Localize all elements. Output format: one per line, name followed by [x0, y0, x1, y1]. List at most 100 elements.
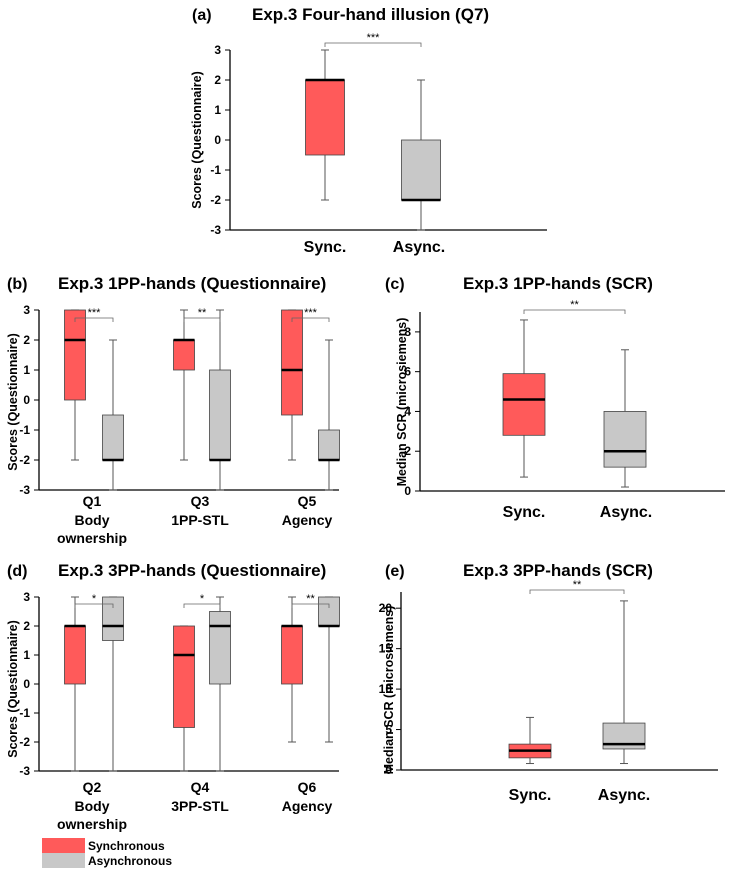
panel-c-box-synchronous-box: [502, 373, 546, 436]
panel-b-cat-q3: Q3: [191, 493, 210, 509]
panel-b-ytick-label: -2: [19, 453, 30, 467]
panel-d-cat-q2-sub2: ownership: [57, 816, 127, 832]
panel-d-ytick-label: -1: [19, 706, 30, 720]
panel-d-box-asynchronous-2-box: [318, 596, 340, 627]
panel-d-title: Exp.3 3PP-hands (Questionnaire): [58, 561, 326, 580]
panel-d-ytick-label: 2: [23, 619, 30, 633]
panel-d-box-synchronous-2-box: [281, 625, 303, 685]
panel-a-ytick-label: -1: [210, 163, 221, 177]
panel-b-ytick-label: 0: [23, 393, 30, 407]
panel-b-marks: *** ** ***: [64, 307, 340, 491]
legend-label-asynchronous: Asynchronous: [88, 854, 172, 868]
panel-d-cat-q6-sub1: Agency: [282, 798, 333, 814]
panel-b-box-asynchronous-1-box: [209, 369, 231, 461]
panel-b-ytick-label: 3: [23, 303, 30, 317]
panel-b-ytick-label: -3: [19, 483, 30, 497]
panel-b-cat-q3-sub1: 1PP-STL: [171, 512, 229, 528]
panel-e-sig-bracket: [529, 589, 625, 594]
panel-d-cat-q4: Q4: [191, 779, 210, 795]
legend-label-synchronous: Synchronous: [88, 839, 165, 853]
panel-d-sig-2-bracket: [291, 603, 330, 608]
panel-d-marks: * * **: [64, 593, 340, 772]
panel-d-cat-q2: Q2: [83, 779, 102, 795]
panel-a-sig-bracket: [324, 42, 422, 47]
panel-b-sig-1-bracket: [183, 317, 221, 322]
panel-e-title: Exp.3 3PP-hands (SCR): [463, 561, 653, 580]
panel-c-cat-async: Async.: [600, 504, 652, 521]
panel-a-marks: ***: [305, 32, 441, 231]
panel-c-sig-bracket: [523, 309, 626, 314]
panel-a-ytick-label: 2: [214, 73, 221, 87]
panel-b-box-synchronous-0-box: [64, 309, 86, 401]
legend-swatch-asynchronous: [42, 853, 85, 868]
panel-c-ylabel: Median SCR (microsiemens): [395, 318, 409, 487]
panel-b-cat-q1-sub1: Body: [75, 512, 110, 528]
panel-b-cat-q5: Q5: [298, 493, 317, 509]
panel-d-cat-q6: Q6: [298, 779, 317, 795]
panel-b-ytick-label: 1: [23, 363, 30, 377]
panel-d-ytick-label: -3: [19, 764, 30, 778]
panel-b-sig-1-label: **: [198, 307, 207, 319]
panel-b-cat-q1: Q1: [83, 493, 102, 509]
panel-a-cat-sync: Sync.: [304, 239, 347, 256]
panel-c-ytick-label: 2: [404, 444, 411, 458]
panel-c: (c) Exp.3 1PP-hands (SCR) Median SCR (mi…: [385, 274, 725, 521]
panel-e-ytick-label: 15: [379, 642, 393, 656]
panel-d-cat-q2-sub1: Body: [75, 798, 110, 814]
panel-c-ytick-label: 8: [404, 325, 411, 339]
panel-e-ytick-label: 5: [385, 723, 392, 737]
panel-b-sig-0-bracket: [74, 317, 114, 322]
panel-e-ytick-label: 0: [385, 763, 392, 777]
panel-d-box-asynchronous-1-box: [209, 611, 231, 685]
panel-d-ytick-label: 3: [23, 590, 30, 604]
panel-e: (e) Exp.3 3PP-hands (SCR) Median SCR (mi…: [379, 561, 718, 804]
panel-c-ytick-label: 4: [404, 404, 411, 418]
panel-a-ylabel: Scores (Questionnaire): [190, 71, 204, 209]
panel-d-sig-1-bracket: [183, 603, 221, 608]
panel-b: (b) Exp.3 1PP-hands (Questionnaire) Scor…: [6, 274, 340, 546]
panel-d-box-synchronous-0-box: [64, 625, 86, 685]
panel-d-cat-q4-sub1: 3PP-STL: [171, 798, 229, 814]
panel-d-ytick-label: 1: [23, 648, 30, 662]
legend-swatch-synchronous: [42, 838, 85, 853]
panel-e-yticks: 0 5 10 15 20: [379, 592, 718, 777]
panel-b-ytick-label: -1: [19, 423, 30, 437]
panel-b-box-synchronous-1-box: [173, 339, 195, 371]
panel-b-ylabel: Scores (Questionnaire): [6, 333, 20, 471]
panel-e-marks: **: [508, 579, 646, 765]
panel-b-box-synchronous-2-box: [281, 309, 303, 416]
panel-a-label: (a): [192, 7, 212, 24]
panel-e-cat-async: Async.: [598, 787, 650, 804]
panel-a: (a) Exp.3 Four-hand illusion (Q7) Scores…: [190, 5, 547, 256]
panel-a-ytick-label: -2: [210, 193, 221, 207]
panel-c-title: Exp.3 1PP-hands (SCR): [463, 274, 653, 293]
panel-b-box-asynchronous-0-box: [102, 414, 124, 461]
panel-d-box-asynchronous-0-box: [102, 596, 124, 641]
panel-a-ytick-label: -3: [210, 223, 221, 237]
panel-a-cat-async: Async.: [393, 239, 445, 256]
panel-c-cat-sync: Sync.: [503, 504, 546, 521]
panel-e-label: (e): [385, 563, 405, 580]
panel-e-ylabel: Median SCR (microsiemens): [382, 606, 396, 775]
panel-c-ytick-label: 0: [404, 484, 411, 498]
panel-b-cat-q1-sub2: ownership: [57, 530, 127, 546]
panel-c-box-asynchronous-box: [603, 411, 647, 468]
panel-d-label: (d): [7, 563, 27, 580]
panel-a-yticks: -3 -2 -1 0 1 2 3: [210, 43, 547, 237]
panel-c-yticks: 0 2 4 6 8: [404, 312, 725, 498]
panel-a-ytick-label: 1: [214, 103, 221, 117]
panel-b-sig-0-label: ***: [88, 307, 102, 319]
panel-d-sig-2-label: **: [306, 593, 315, 605]
panel-d-box-synchronous-1-box: [173, 625, 195, 728]
panel-e-ytick-label: 10: [379, 682, 393, 696]
panel-b-sig-2-label: ***: [304, 307, 318, 319]
panel-b-label: (b): [7, 276, 27, 293]
panel-a-ytick-label: 3: [214, 43, 221, 57]
panel-e-cat-sync: Sync.: [509, 787, 552, 804]
panel-a-ytick-label: 0: [214, 133, 221, 147]
panel-c-label: (c): [385, 276, 405, 293]
panel-b-sig-2-bracket: [291, 317, 330, 322]
panel-b-ytick-label: 2: [23, 333, 30, 347]
panel-d-sig-0-label: *: [92, 593, 97, 605]
panel-d-ytick-label: 0: [23, 677, 30, 691]
